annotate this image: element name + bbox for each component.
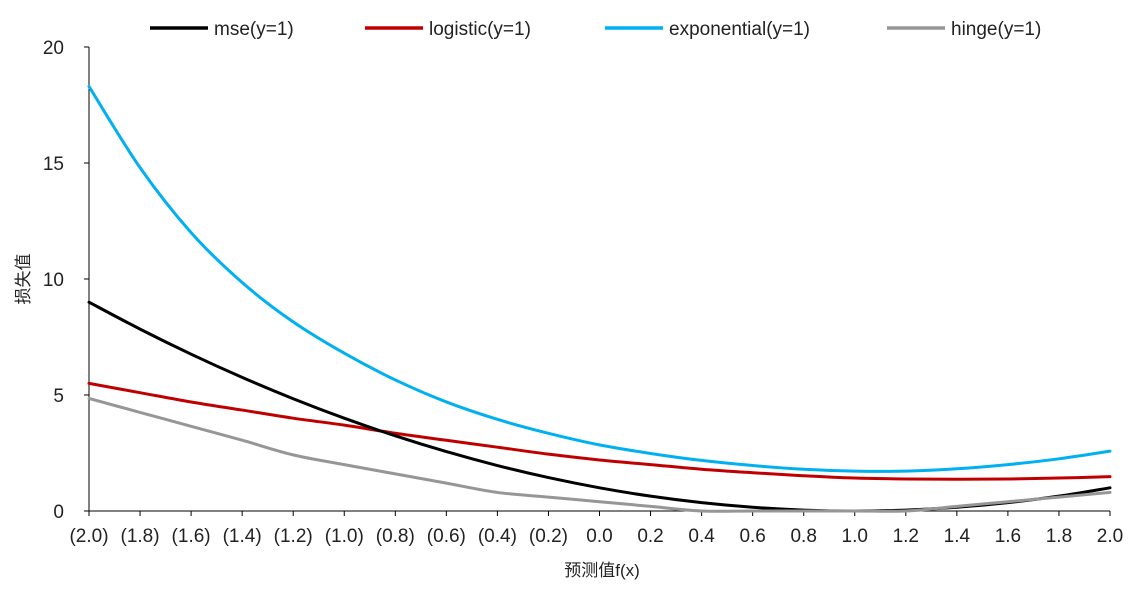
x-tick-label: 0.8 bbox=[790, 526, 816, 547]
legend-item-mse: mse(y=1) bbox=[150, 19, 294, 40]
legend-label: logistic(y=1) bbox=[429, 19, 531, 40]
y-tick-label: 15 bbox=[43, 154, 64, 175]
y-axis-title: 损失值 bbox=[14, 254, 33, 305]
y-tick-label: 20 bbox=[43, 38, 64, 59]
axes: 0 5 10 15 20 (2.0) (1.8) (1.6) (1.4) (1.2) (1.0) (0… bbox=[43, 38, 1123, 547]
legend-label: exponential(y=1) bbox=[669, 19, 810, 40]
x-tick-label: (2.0) bbox=[69, 526, 108, 547]
x-tick-label: 1.6 bbox=[995, 526, 1021, 547]
legend-item-hinge: hinge(y=1) bbox=[887, 19, 1041, 40]
legend-label: mse(y=1) bbox=[214, 19, 294, 40]
y-tick-label: 10 bbox=[43, 270, 64, 291]
x-axis-title: 预测值f(x) bbox=[564, 561, 640, 580]
legend-label: hinge(y=1) bbox=[951, 19, 1041, 40]
x-tick-label: 1.4 bbox=[944, 526, 971, 547]
x-tick-label: 1.2 bbox=[893, 526, 919, 547]
x-tick-label: (1.4) bbox=[223, 526, 262, 547]
series-line-exponential bbox=[87, 84, 1112, 473]
x-tick-label: 0.6 bbox=[739, 526, 765, 547]
x-tick-label: (0.2) bbox=[529, 526, 568, 547]
x-tick-label: (1.0) bbox=[325, 526, 364, 547]
legend: mse(y=1) logistic(y=1) exponential(y=1) hin… bbox=[150, 19, 1041, 40]
x-tick-label: 0.4 bbox=[688, 526, 715, 547]
series-line-hinge bbox=[87, 396, 1112, 513]
x-tick-label: 0.0 bbox=[586, 526, 612, 547]
x-tick-label: 2.0 bbox=[1097, 526, 1123, 547]
x-tick-label: (1.6) bbox=[172, 526, 211, 547]
series-line-logistic bbox=[87, 381, 1112, 481]
x-tick-label: (1.2) bbox=[274, 526, 313, 547]
series-lines bbox=[87, 84, 1112, 513]
x-tick-label: (1.8) bbox=[121, 526, 160, 547]
legend-item-exponential: exponential(y=1) bbox=[605, 19, 810, 40]
x-tick-label: 1.0 bbox=[842, 526, 868, 547]
legend-item-logistic: logistic(y=1) bbox=[365, 19, 531, 40]
x-tick-label: 1.8 bbox=[1046, 526, 1072, 547]
y-tick-label: 5 bbox=[53, 386, 64, 407]
x-tick-label: (0.8) bbox=[376, 526, 415, 547]
y-tick-label: 0 bbox=[53, 502, 64, 523]
x-tick-label: 0.2 bbox=[637, 526, 663, 547]
x-tick-label: (0.6) bbox=[427, 526, 466, 547]
x-tick-label: (0.4) bbox=[478, 526, 517, 547]
